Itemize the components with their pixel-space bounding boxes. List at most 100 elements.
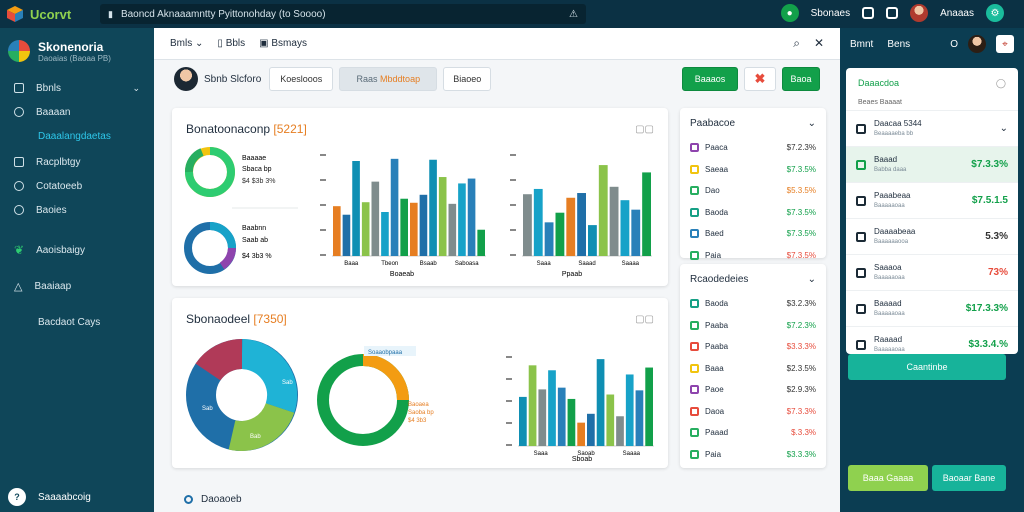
card-options-icon[interactable]: ▢▢ [635,124,654,135]
row-label: Paia [705,250,722,260]
refresh-icon[interactable]: ◯ [995,78,1006,88]
resources-header[interactable]: Rcaodedeies ⌄ [680,264,826,293]
profile-avatar[interactable] [174,67,198,91]
row-square-icon [690,186,699,196]
settings-icon[interactable]: ⚙ [986,4,1004,22]
bar [533,188,543,256]
account-icon[interactable]: ● [780,4,799,22]
row-value: $3.3.3% [786,449,816,459]
list-row[interactable]: Baoda $7.3.5% [680,202,826,224]
sidebar-item-8[interactable]: Bacdaot Cays [0,310,154,334]
bar [467,178,476,256]
sidebar-item-label: Daaalangdaetas [38,130,111,142]
overview-card: Bonatoonaconp [5221] ▢▢ Baaaae Sbaca bp … [172,108,668,286]
bar-chart-a: Baaa Tbeon Bsaab Saboasa [320,154,486,267]
sidebar-item-2[interactable]: Daaalangdaetas [0,124,154,148]
list-row[interactable]: Baed $7.3.5% [680,223,826,245]
list-row[interactable]: Paaba $3.3.3% [680,336,826,358]
main-footer[interactable]: Daoaoeb [184,494,242,505]
sidebar-item-1[interactable]: Baaaan [0,100,154,124]
donut2-label: Baabnn [242,225,266,232]
right-tab-1[interactable]: Bmnt [850,38,874,50]
close-x-button[interactable]: ✖ [744,67,776,91]
list-row[interactable]: Paoe $2.9.3% [680,379,826,401]
chat-icon[interactable] [862,7,875,19]
sidebar-bottom-label: Saaaabcoig [38,491,91,503]
pie-slice-3 [195,338,243,382]
y-tick-mark [506,356,512,358]
chart-c-xlabel: Sboab [572,456,592,463]
list-row[interactable]: Baaa $2.3.5% [680,358,826,380]
row-square-icon [690,449,699,459]
list-row[interactable]: Dao $5.3.5% [680,180,826,202]
toolbar-button-2[interactable]: Raas Mbddtoap [339,67,438,91]
sidebar-item-label: Racplbtgy [36,156,81,168]
sidebar-item-0[interactable]: Bbnls ⌄ [0,76,154,100]
info-icon [14,205,24,215]
bar [523,194,532,256]
list-row[interactable]: Paaba $7.2.3% [680,315,826,337]
green-button-1[interactable]: Baaaos [682,67,738,91]
right-avatar[interactable] [968,35,986,53]
list-row[interactable]: Paia $7.3.5% [680,245,826,267]
card-options-icon[interactable]: ▢▢ [635,314,654,325]
tab-2[interactable]: ▣ Bsmays [259,38,307,49]
right-tab-2[interactable]: Bens [887,38,911,50]
right-list-item[interactable]: Paaabeaa Baaaaaoaa $7.5.1.5 [846,182,1018,218]
sidebar-item-6[interactable]: ❦ Aaoisbaigy [0,238,154,262]
list-row[interactable]: Baoda $3.2.3% [680,293,826,315]
address-bar[interactable]: ▮ Baoncd Aknaaamntty Pyittonohday (to So… [100,4,586,24]
user-avatar[interactable] [910,4,929,22]
x-tick-label: Saoab [577,451,595,457]
right-button-a[interactable]: Baaa Gaaaa [848,465,928,491]
options-icon[interactable]: O [950,38,958,50]
green-button-2[interactable]: Baoa [782,67,820,91]
pin-icon[interactable]: ⌖ [996,35,1014,53]
item-subtitle: Beaaaaeba bb [874,130,914,137]
right-list-item[interactable]: Raaaad Baaaaaoaa $3.3.4.% [846,326,1018,354]
calendar-icon[interactable] [886,7,899,19]
list-row[interactable]: Paaad $.3.3% [680,422,826,444]
tab-1[interactable]: ▯ Bbls [217,38,245,49]
bar [528,365,537,446]
right-list-item[interactable]: Daacaa 5344 Beaaaaeba bb ⌄ [846,110,1018,146]
item-name: Daaaabeaa Baaaaaaooa [874,226,915,248]
doc-icon: ▯ [217,38,223,49]
right-list-item[interactable]: Daaaabeaa Baaaaaaooa 5.3% [846,218,1018,254]
row-label: Paaad [705,428,729,438]
list-row[interactable]: Saeaa $7.3.5% [680,159,826,181]
sidebar-item-3[interactable]: Racplbtgy [0,150,154,174]
bar [371,181,380,256]
x-tick-label: Saaa [537,261,552,267]
bar [566,197,576,256]
tab-0[interactable]: Bmls ⌄ [170,38,203,49]
sidebar-bottom[interactable]: ? Saaaabcoig [8,488,91,506]
sidebar-item-5[interactable]: Baoies [0,198,154,222]
toolbar-button-1[interactable]: Koeslooos [269,67,334,91]
bar [567,398,576,446]
row-square-icon [690,143,699,153]
square-icon [856,231,866,242]
list-row[interactable]: Daoa $7.3.3% [680,401,826,423]
bell-icon[interactable]: ⚠ [569,8,578,20]
donut1-value: $4 $3b 3% [242,178,275,185]
resources-panel: Rcaodedeies ⌄ Baoda $3.2.3% Paaba $7.2.3% Paa… [680,264,826,468]
item-name: Daacaa 5344 Beaaaaeba bb [874,118,922,140]
topbar-user2[interactable]: Anaaas [940,7,974,19]
right-button-b[interactable]: Baoaar Bane [932,465,1006,491]
metrics-header[interactable]: Paabacoe ⌄ [680,108,826,137]
logo-icon [7,6,23,22]
list-row[interactable]: Paaca $7.2.3% [680,137,826,159]
topbar-user1[interactable]: Sbonaes [810,7,851,19]
search-icon[interactable]: ⌕ [793,36,800,50]
sidebar-item-7[interactable]: △ Baaiaap [0,274,154,298]
right-list-item[interactable]: Saaaoa Baaaaaoaa 73% [846,254,1018,290]
close-icon[interactable]: ✕ [813,36,824,50]
continue-button[interactable]: Caantinbe [848,354,1006,380]
right-list-item[interactable]: Baaad Babba daaa $7.3.3% [846,146,1018,182]
app-logo[interactable]: Ucorvt [0,5,100,23]
toolbar-button-3[interactable]: Biaoeo [443,67,492,91]
right-list-item[interactable]: Baaaad Baaaaaoaa $17.3.3% [846,290,1018,326]
list-row[interactable]: Paia $3.3.3% [680,444,826,466]
sidebar-item-4[interactable]: Cotatoeeb [0,174,154,198]
